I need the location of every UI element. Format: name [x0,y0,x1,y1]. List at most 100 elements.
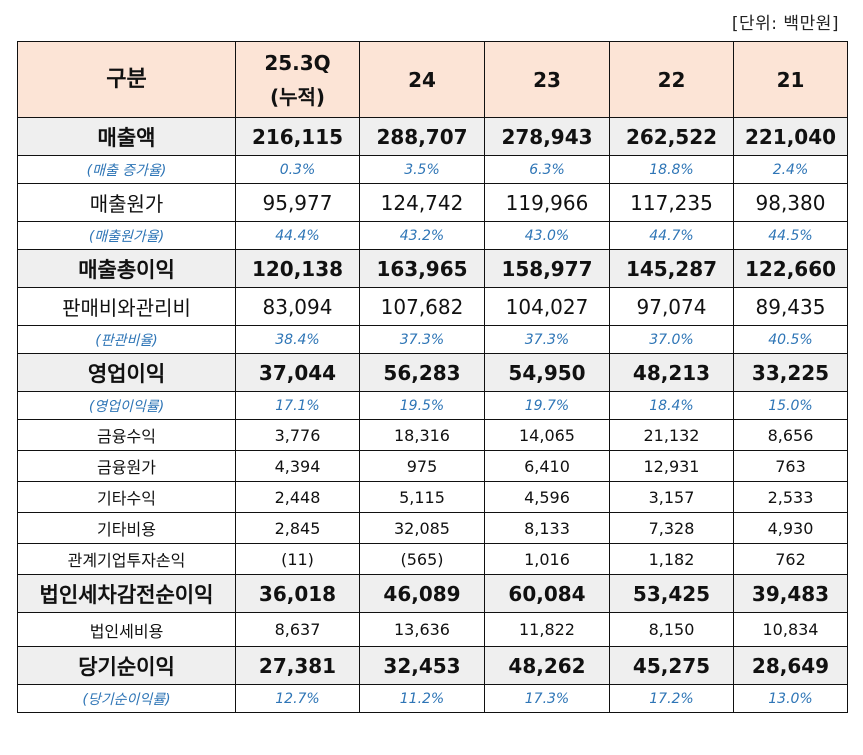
table-row: 판매비와관리비 83,094 107,682 104,027 97,074 89,435 [17,287,848,326]
cell-value: 37.0% [609,325,734,354]
cell-value: 3,157 [609,481,734,513]
header-col-21: 21 [733,41,848,118]
cell-value: 95,977 [235,183,360,222]
cell-value: 158,977 [484,249,610,288]
header-col-25-3q-line1: 25.3Q [264,50,331,75]
cell-value: 145,287 [609,249,734,288]
cell-value: 763 [733,450,848,482]
cell-value: 17.3% [484,684,610,713]
cell-value: 1,016 [484,543,610,575]
cell-value: 5,115 [359,481,485,513]
cell-value: 104,027 [484,287,610,326]
cell-value: 89,435 [733,287,848,326]
header-row: 구분 25.3Q (누적) 24 23 22 21 [17,41,848,118]
table-row: 금융원가 4,394 975 6,410 12,931 763 [17,450,848,482]
cell-value: 124,742 [359,183,485,222]
row-label: 매출원가 [17,183,236,222]
cell-value: 120,138 [235,249,360,288]
cell-value: 44.5% [733,221,848,250]
row-label: (판관비율) [17,325,236,354]
cell-value: 97,074 [609,287,734,326]
table-row: 매출액 216,115 288,707 278,943 262,522 221,040 [17,117,848,156]
cell-value: 4,596 [484,481,610,513]
cell-value: 13.0% [733,684,848,713]
table-row: 관계기업투자손익 (11) (565) 1,016 1,182 762 [17,543,848,575]
cell-value: 975 [359,450,485,482]
cell-value: 15.0% [733,391,848,420]
cell-value: 46,089 [359,574,485,613]
cell-value: 53,425 [609,574,734,613]
cell-value: (565) [359,543,485,575]
cell-value: 17.1% [235,391,360,420]
cell-value: 262,522 [609,117,734,156]
cell-value: 12,931 [609,450,734,482]
row-label: 기타수익 [17,481,236,513]
row-label: 당기순이익 [17,646,236,685]
cell-value: 119,966 [484,183,610,222]
table-row: 법인세비용 8,637 13,636 11,822 8,150 10,834 [17,612,848,647]
row-label: (매출 증가율) [17,155,236,184]
cell-value: (11) [235,543,360,575]
cell-value: 48,262 [484,646,610,685]
row-label: 관계기업투자손익 [17,543,236,575]
table-body: 매출액 216,115 288,707 278,943 262,522 221,040 (매… [17,117,848,713]
table-row: (영업이익률) 17.1% 19.5% 19.7% 18.4% 15.0% [17,391,848,420]
cell-value: 37.3% [359,325,485,354]
cell-value: 18,316 [359,419,485,451]
cell-value: 8,656 [733,419,848,451]
table-row: 매출총이익 120,138 163,965 158,977 145,287 122,660 [17,249,848,288]
cell-value: 36,018 [235,574,360,613]
table-row: 금융수익 3,776 18,316 14,065 21,132 8,656 [17,419,848,451]
cell-value: 45,275 [609,646,734,685]
cell-value: 27,381 [235,646,360,685]
row-label: (매출원가율) [17,221,236,250]
cell-value: 6,410 [484,450,610,482]
cell-value: 19.5% [359,391,485,420]
cell-value: 221,040 [733,117,848,156]
cell-value: 28,649 [733,646,848,685]
row-label: 금융원가 [17,450,236,482]
cell-value: 2,448 [235,481,360,513]
cell-value: 4,394 [235,450,360,482]
cell-value: 8,150 [609,612,734,647]
row-label: 금융수익 [17,419,236,451]
income-statement-table: 구분 25.3Q (누적) 24 23 22 21 매출액 216,115 288,… [17,41,848,713]
table-row: (매출원가율) 44.4% 43.2% 43.0% 44.7% 44.5% [17,221,848,250]
cell-value: 18.4% [609,391,734,420]
cell-value: 12.7% [235,684,360,713]
cell-value: 8,133 [484,512,610,544]
unit-label: [단위: 백만원] [731,14,839,34]
cell-value: 32,085 [359,512,485,544]
cell-value: 37,044 [235,353,360,392]
table-row: 기타수익 2,448 5,115 4,596 3,157 2,533 [17,481,848,513]
cell-value: 216,115 [235,117,360,156]
cell-value: 3,776 [235,419,360,451]
cell-value: 1,182 [609,543,734,575]
cell-value: 48,213 [609,353,734,392]
cell-value: 44.4% [235,221,360,250]
row-label: 매출액 [17,117,236,156]
cell-value: 43.0% [484,221,610,250]
cell-value: 18.8% [609,155,734,184]
cell-value: 2.4% [733,155,848,184]
cell-value: 33,225 [733,353,848,392]
cell-value: 37.3% [484,325,610,354]
cell-value: 0.3% [235,155,360,184]
row-label: 법인세차감전순이익 [17,574,236,613]
table-row: 영업이익 37,044 56,283 54,950 48,213 33,225 [17,353,848,392]
table-row: 기타비용 2,845 32,085 8,133 7,328 4,930 [17,512,848,544]
cell-value: 11.2% [359,684,485,713]
row-label: 법인세비용 [17,612,236,647]
cell-value: 6.3% [484,155,610,184]
cell-value: 60,084 [484,574,610,613]
cell-value: 56,283 [359,353,485,392]
cell-value: 40.5% [733,325,848,354]
cell-value: 17.2% [609,684,734,713]
cell-value: 11,822 [484,612,610,647]
cell-value: 32,453 [359,646,485,685]
cell-value: 43.2% [359,221,485,250]
cell-value: 278,943 [484,117,610,156]
row-label: 기타비용 [17,512,236,544]
cell-value: 163,965 [359,249,485,288]
cell-value: 117,235 [609,183,734,222]
